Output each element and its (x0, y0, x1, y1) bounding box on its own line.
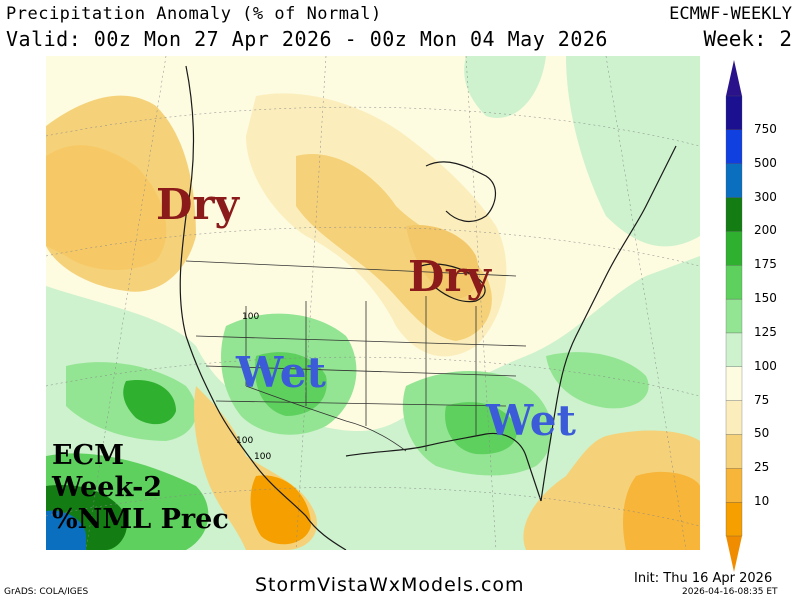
legend-swatch (725, 129, 743, 164)
legend-swatch (725, 95, 743, 130)
graticule (46, 56, 700, 550)
legend-level-label: 50 (754, 426, 770, 441)
legend-level-label: 150 (754, 291, 777, 306)
great-lakes (420, 263, 486, 303)
hudson-bay-coast (425, 161, 496, 223)
us-mexico-border (245, 385, 407, 452)
legend-swatch (725, 434, 743, 469)
website-credit: StormVistaWxModels.com (255, 574, 525, 596)
state-lines (245, 296, 477, 451)
legend-swatch (725, 366, 743, 401)
map-svg (46, 56, 700, 550)
generation-timestamp: 2026-04-16-08:35 ET (682, 587, 778, 597)
legend-swatch (725, 163, 743, 198)
state-lines-horizontal (195, 335, 527, 407)
legend-swatch (725, 231, 743, 266)
anomaly-area-50-central (296, 154, 492, 341)
anomaly-area-175-southeast (445, 402, 517, 455)
dry-label-west: Dry (156, 180, 239, 229)
legend-swatch (725, 265, 743, 300)
legend-level-label: 500 (754, 155, 777, 170)
grads-credit: GrADS: COLA/IGES (4, 587, 89, 597)
legend-swatch (725, 298, 743, 334)
ecm-label-line2: Week-2 (52, 472, 163, 503)
wet-label-southeast: Wet (486, 396, 576, 445)
anomaly-area-25-caribbean (623, 471, 700, 550)
wet-label-southwest: Wet (236, 348, 326, 397)
contour-label-100: 100 (242, 312, 260, 322)
legend-level-label: 300 (754, 189, 777, 204)
legend-level-label: 100 (754, 358, 777, 373)
legend-level-label: 125 (754, 324, 777, 339)
anomaly-area-150-atlantic (546, 352, 649, 409)
anomaly-area-50-greatlakes (406, 225, 479, 299)
pacific-coastline (179, 65, 347, 550)
color-legend-bar (725, 60, 743, 572)
gulf-coastline (345, 432, 542, 502)
anomaly-area-500-southwest-corner (46, 510, 86, 550)
map-title: Precipitation Anomaly (% of Normal) (6, 4, 382, 24)
ecm-label-line3: %NML Prec (52, 504, 229, 535)
anomaly-area-125-atlantic-north (566, 56, 700, 247)
precip-anomaly-map: Dry Dry Wet Wet ECM Week-2 %NML Prec 100… (46, 56, 700, 550)
anomaly-area-125-hudson (464, 56, 546, 118)
legend-swatch (725, 502, 743, 537)
legend-tip-high (726, 60, 742, 96)
legend-swatch (725, 197, 743, 232)
legend-tip-low (726, 536, 742, 572)
model-name: ECMWF-WEEKLY (669, 4, 792, 24)
ecm-label-line1: ECM (52, 440, 124, 471)
coastlines (179, 65, 677, 550)
legend-level-label: 75 (754, 392, 770, 407)
init-time: Init: Thu 16 Apr 2026 (634, 571, 773, 586)
anomaly-area-200-pacific (123, 380, 176, 425)
political-borders (185, 260, 527, 452)
dry-label-midwest: Dry (408, 252, 491, 301)
legend-swatch (725, 468, 743, 503)
anomaly-area-25-mexico (250, 475, 311, 545)
contour-label-100: 100 (254, 452, 272, 462)
legend-level-label: 200 (754, 223, 777, 238)
legend-level-label: 25 (754, 460, 770, 475)
legend-swatch (725, 332, 743, 367)
legend-level-label: 175 (754, 257, 777, 272)
legend-level-label: 750 (754, 121, 777, 136)
atlantic-coastline (540, 145, 677, 502)
legend-swatch (725, 400, 743, 435)
week-label: Week: 2 (703, 27, 792, 51)
color-legend: 10 25 50 75 100 125 150 175 200 300 500 750 (724, 60, 800, 572)
contour-label-100: 100 (236, 436, 254, 446)
legend-level-label: 10 (754, 494, 770, 509)
valid-period: Valid: 00z Mon 27 Apr 2026 - 00z Mon 04 … (6, 27, 608, 51)
us-canada-border (185, 260, 517, 277)
